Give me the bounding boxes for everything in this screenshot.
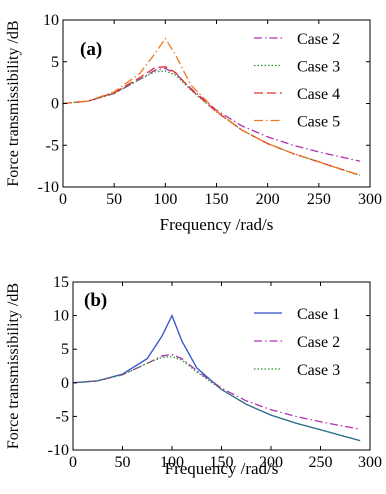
- y-tick-label: -5: [56, 408, 69, 425]
- legend-label: Case 1: [297, 306, 340, 323]
- series-line-case-4: [63, 66, 361, 176]
- legend-label: Case 4: [297, 86, 340, 103]
- chart-panel-a: 0 50 100 150 200 250 300 -10 -5 0 5 10 Frequency /ra…: [5, 12, 382, 234]
- y-tick-label: 0: [51, 96, 59, 113]
- panel-label: (b): [84, 290, 107, 311]
- x-tick-label: 250: [309, 454, 333, 471]
- series-group: [63, 37, 361, 176]
- panel-label: (a): [80, 39, 102, 60]
- legend-label: Case 3: [297, 362, 340, 379]
- x-tick-label: 0: [59, 191, 67, 208]
- x-tick-label: 200: [256, 191, 280, 208]
- y-tick-label: 15: [53, 274, 69, 291]
- x-tick-label: 250: [307, 191, 331, 208]
- x-axis-label: Frequency /rad/s: [165, 459, 279, 478]
- x-tick-label: 300: [358, 454, 382, 471]
- y-tick-label: 0: [61, 375, 69, 392]
- legend-label: Case 2: [297, 334, 340, 351]
- y-tick-label: -10: [48, 442, 69, 459]
- y-tick-label: 10: [53, 308, 69, 325]
- y-tick-label: -5: [46, 137, 59, 154]
- y-tick-label: 10: [43, 12, 59, 29]
- x-axis-label: Frequency /rad/s: [160, 215, 274, 234]
- series-line-case-3: [73, 355, 361, 442]
- x-tick-label: 150: [205, 191, 229, 208]
- x-tick-label: 0: [69, 454, 77, 471]
- x-tick-label: 100: [160, 454, 184, 471]
- y-tick-label: 5: [61, 341, 69, 358]
- x-tick-label: 100: [153, 191, 177, 208]
- x-tick-label: 50: [106, 191, 122, 208]
- y-axis-label: Force transmissibility /dB: [5, 283, 22, 449]
- x-tick-label: 200: [259, 454, 283, 471]
- series-line-case-3: [63, 70, 361, 176]
- y-tick-label: 5: [51, 54, 59, 71]
- x-tick-label: 150: [210, 454, 234, 471]
- series-line-case-1: [73, 313, 361, 442]
- chart-panel-b: 0 50 100 150 200 250 300 -10 -5 0 5 10 15 Frequency /…: [5, 274, 382, 478]
- y-axis-label: Force transmissibility /dB: [5, 20, 22, 186]
- series-group: [73, 313, 361, 442]
- x-tick-label: 300: [358, 191, 382, 208]
- legend-label: Case 3: [297, 59, 340, 76]
- x-tick-label: 50: [115, 454, 131, 471]
- y-tick-label: -10: [38, 179, 59, 196]
- legend: Case 2 Case 3 Case 4 Case 5: [254, 31, 340, 131]
- legend: Case 1 Case 2 Case 3: [254, 306, 340, 379]
- legend-label: Case 5: [297, 114, 340, 131]
- legend-label: Case 2: [297, 31, 340, 48]
